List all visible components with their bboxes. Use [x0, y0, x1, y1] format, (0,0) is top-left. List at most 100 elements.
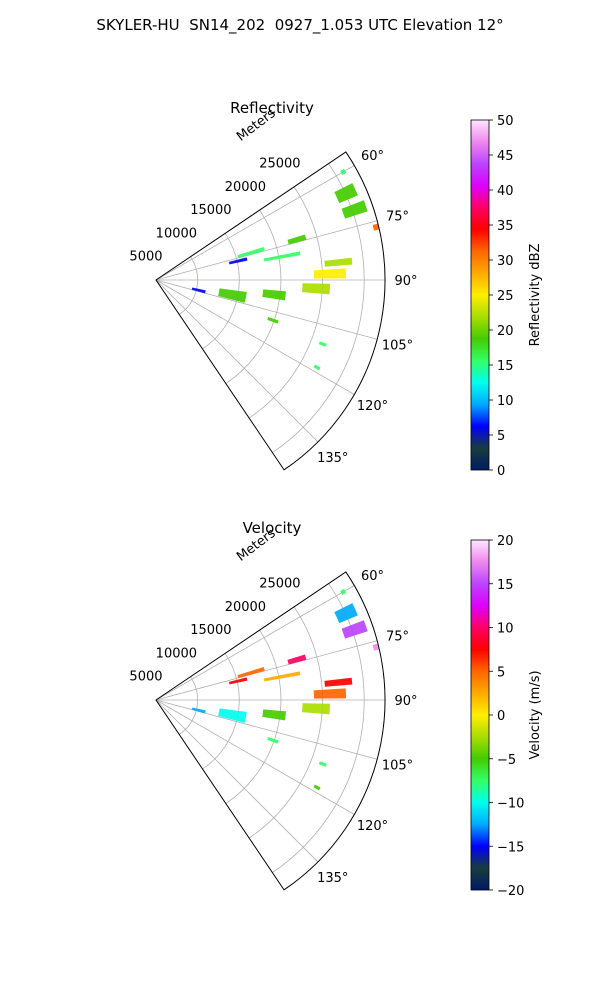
figure-title: SKYLER-HU SN14_202 0927_1.053 UTC Elevat…	[96, 16, 504, 34]
echo-cell	[341, 620, 368, 639]
echo-cell	[318, 341, 327, 347]
azimuth-spoke	[155, 640, 378, 701]
azimuth-tick-label: 75°	[386, 629, 409, 644]
range-tick-label: 10000	[156, 646, 197, 661]
range-ring	[225, 209, 282, 384]
echo-cell	[341, 200, 368, 219]
colorbar-tick-label: 15	[497, 359, 514, 374]
colorbar-tick-label: 35	[497, 219, 514, 234]
azimuth-spoke	[155, 279, 355, 395]
colorbar-gradient	[470, 539, 490, 891]
colorbar-label: Reflectivity dBZ	[528, 244, 543, 347]
colorbar-tick-label: 0	[497, 464, 505, 479]
echo-cell	[334, 183, 358, 204]
azimuth-spoke	[155, 699, 355, 815]
colorbar: 0 5 10 15 20 25 30 35 40 45 50 Reflectivity dBZ	[470, 114, 543, 479]
colorbar-tick-label: −15	[497, 840, 524, 855]
colorbar-gradient	[470, 119, 490, 471]
colorbar-tick-label: −10	[497, 797, 524, 812]
range-tick-label: 20000	[225, 600, 266, 615]
range-ring	[179, 256, 199, 315]
range-ring	[248, 186, 323, 419]
azimuth-spoke	[155, 279, 319, 443]
azimuth-spoke	[155, 279, 378, 340]
echo-cell	[228, 677, 248, 685]
echo-cell	[262, 289, 287, 301]
plot-title: Reflectivity	[230, 99, 314, 117]
echo-cell	[191, 287, 206, 294]
azimuth-tick-label: 60°	[361, 569, 384, 584]
echo-cell	[313, 364, 321, 371]
range-ring	[272, 163, 365, 453]
colorbar-tick-label: −5	[497, 753, 516, 768]
colorbar-tick-label: 10	[497, 622, 514, 637]
azimuth-tick-label: 105°	[382, 759, 413, 774]
range-ring	[248, 606, 323, 839]
radar-panel-velocity: Velocity500010000150002000025000Meters60…	[129, 519, 543, 899]
echo-cell	[237, 247, 265, 258]
range-tick-label: 10000	[156, 226, 197, 241]
colorbar-tick-label: 45	[497, 149, 514, 164]
azimuth-spoke	[155, 699, 319, 863]
echo-cell	[267, 317, 279, 324]
range-ring	[272, 583, 365, 873]
colorbar-tick-label: 15	[497, 578, 514, 593]
colorbar-tick-label: 20	[497, 534, 514, 549]
echo-cell	[313, 688, 347, 699]
colorbar: −20 −15 −10 −5 0 5 10 15 20 Velocity (m/s)	[470, 534, 543, 899]
azimuth-tick-label: 90°	[394, 274, 417, 289]
range-tick-label: 5000	[129, 670, 162, 685]
azimuth-tick-label: 135°	[317, 871, 348, 886]
echo-cell	[218, 288, 247, 303]
azimuth-tick-label: 105°	[382, 339, 413, 354]
echo-cell	[263, 671, 301, 682]
range-tick-label: 25000	[259, 157, 300, 172]
echo-cell	[267, 737, 279, 744]
echo-cell	[324, 677, 353, 687]
echo-cell	[262, 709, 287, 721]
echo-cell	[228, 257, 248, 265]
azimuth-spoke	[155, 585, 355, 701]
range-tick-label: 5000	[129, 250, 162, 265]
echo-cell	[313, 268, 347, 279]
sector-outline	[155, 151, 386, 471]
azimuth-tick-label: 120°	[357, 819, 388, 834]
echo-cell	[318, 761, 327, 767]
echo-cell	[263, 251, 301, 262]
radar-panel-reflectivity: Reflectivity500010000150002000025000Mete…	[129, 99, 543, 479]
azimuth-tick-label: 75°	[386, 209, 409, 224]
colorbar-tick-label: 5	[497, 429, 505, 444]
colorbar-tick-label: 30	[497, 254, 514, 269]
echo-cell	[287, 654, 307, 665]
azimuth-spoke	[155, 699, 378, 760]
echo-cell	[313, 784, 321, 791]
azimuth-tick-label: 90°	[394, 694, 417, 709]
echo-cell	[334, 603, 358, 624]
range-tick-label: 15000	[190, 203, 231, 218]
echo-cell	[340, 168, 347, 176]
azimuth-tick-label: 120°	[357, 399, 388, 414]
colorbar-tick-label: 0	[497, 709, 505, 724]
range-tick-label: 25000	[259, 577, 300, 592]
range-tick-label: 15000	[190, 623, 231, 638]
echo-cell	[324, 257, 353, 267]
sector-outline	[155, 571, 386, 891]
azimuth-tick-label: 60°	[361, 149, 384, 164]
azimuth-spoke	[155, 165, 355, 281]
range-tick-label: 20000	[225, 180, 266, 195]
colorbar-tick-label: 5	[497, 665, 505, 680]
echo-layer	[191, 588, 386, 791]
colorbar-tick-label: 50	[497, 114, 514, 129]
echo-layer	[191, 168, 385, 371]
colorbar-label: Velocity (m/s)	[528, 670, 543, 759]
azimuth-tick-label: 135°	[317, 451, 348, 466]
colorbar-tick-label: 40	[497, 184, 514, 199]
colorbar-tick-label: −20	[497, 884, 524, 899]
plot-title: Velocity	[243, 519, 302, 537]
colorbar-tick-label: 10	[497, 394, 514, 409]
colorbar-tick-label: 20	[497, 324, 514, 339]
azimuth-spoke	[155, 220, 378, 281]
echo-cell	[191, 707, 206, 714]
range-ring	[225, 629, 282, 804]
